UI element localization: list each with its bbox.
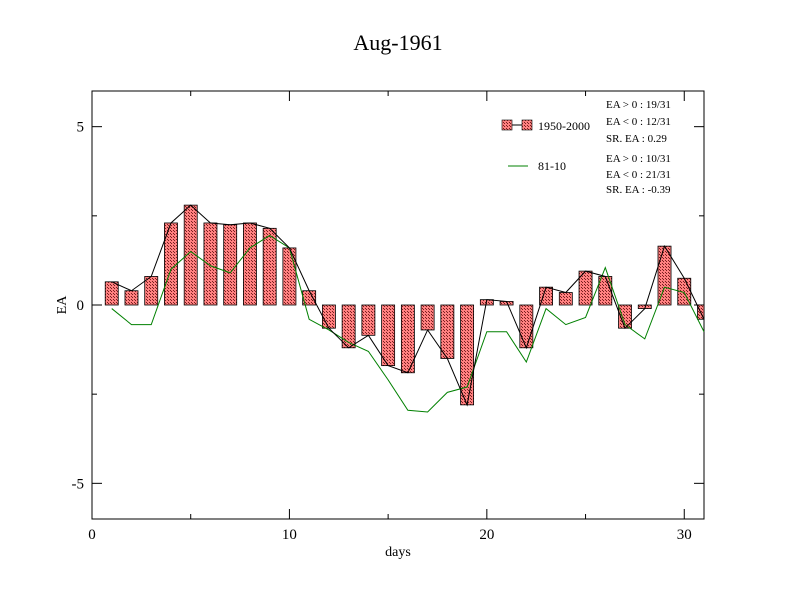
legend-label-1950-2000: 1950-2000	[538, 119, 590, 133]
axes-layer: 0 10 20 30 5 0 -5	[72, 91, 704, 543]
bar-day-13	[341, 304, 356, 349]
y-tick-label: 5	[77, 120, 85, 136]
series-line-1950-2000	[111, 204, 705, 407]
bar-day-9	[262, 227, 277, 306]
x-tick-label: 0	[88, 527, 96, 543]
stat-8110-sr-ea: SR. EA : -0.39	[606, 184, 671, 196]
bar-day-17	[420, 304, 435, 331]
bar-day-2	[124, 290, 139, 306]
bar-day-15	[381, 304, 396, 367]
bar-day-6	[203, 222, 218, 306]
x-tick-label: 20	[479, 527, 494, 543]
bars-layer	[104, 204, 705, 406]
legend-bar-swatch-1950-2000-right	[521, 119, 533, 131]
bar-day-8	[243, 222, 257, 306]
stat-1950-ea-positive: EA > 0 : 19/31	[606, 99, 671, 111]
bar-day-24	[558, 292, 573, 306]
stat-8110-ea-negative: EA < 0 : 21/31	[606, 169, 671, 181]
stat-1950-sr-ea: SR. EA : 0.29	[606, 133, 667, 145]
bar-day-10	[282, 247, 297, 306]
bar-day-14	[361, 304, 376, 336]
bar-day-7	[223, 224, 238, 306]
bar-day-29	[657, 245, 672, 306]
bar-day-22	[519, 304, 534, 349]
x-tick-label: 30	[677, 527, 692, 543]
stat-8110-ea-positive: EA > 0 : 10/31	[606, 153, 671, 165]
series-line-81-10	[111, 234, 705, 413]
x-axis-label: days	[385, 545, 411, 560]
bar-day-18	[440, 304, 455, 359]
x-tick-label: 10	[282, 527, 297, 543]
y-axis-label: EA	[55, 295, 70, 315]
chart-title: Aug-1961	[353, 30, 442, 55]
bar-day-19	[460, 304, 475, 406]
lines-layer	[111, 204, 705, 413]
stat-1950-ea-negative: EA < 0 : 12/31	[606, 116, 671, 128]
legend-bar-swatch-1950-2000	[501, 119, 513, 131]
bar-day-1	[104, 281, 119, 306]
bar-day-12	[321, 304, 336, 329]
bar-day-3	[144, 276, 159, 306]
y-tick-label: 0	[77, 298, 85, 314]
legend-label-81-10: 81-10	[538, 159, 566, 173]
y-tick-label: -5	[72, 476, 85, 492]
legend: 1950-2000 81-10 EA > 0 : 19/31 EA < 0 : …	[501, 99, 671, 196]
